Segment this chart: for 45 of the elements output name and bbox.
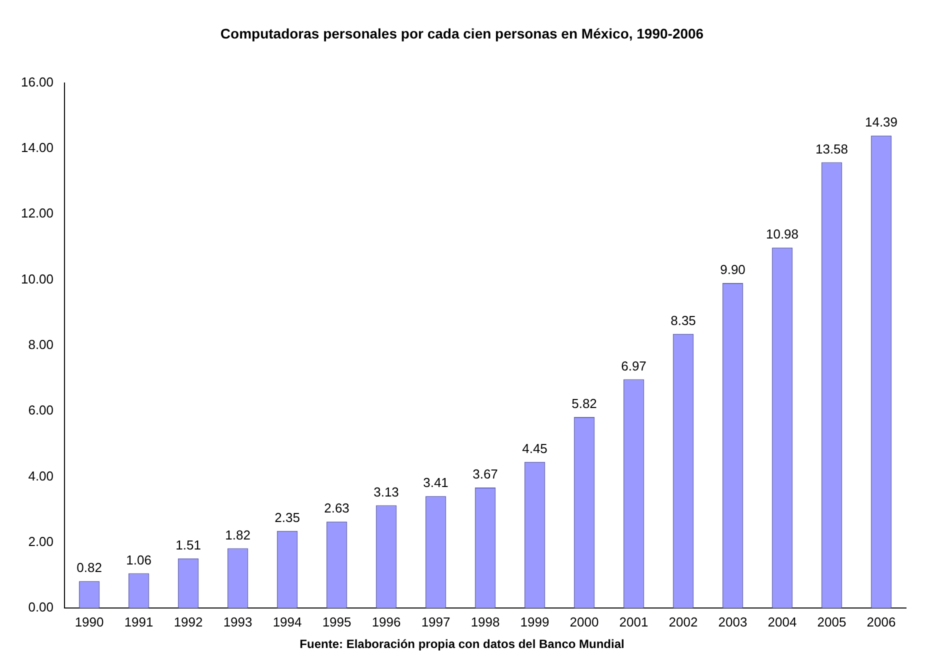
y-tick-label: 12.00: [20, 206, 54, 221]
x-tick-label: 2006: [866, 614, 896, 630]
x-tick-label: 1995: [322, 614, 352, 630]
data-label: 5.82: [572, 396, 597, 412]
x-tick-label: 1993: [223, 614, 252, 630]
y-tick-label: 2.00: [28, 534, 54, 549]
y-tick-label: 8.00: [28, 336, 54, 352]
x-tick-label: 2000: [570, 614, 599, 630]
data-label: 8.35: [670, 312, 696, 328]
data-label: 9.90: [720, 262, 746, 278]
x-tick-label: 2004: [768, 614, 797, 630]
data-label: 1.06: [126, 552, 152, 568]
data-label: 3.13: [374, 484, 399, 500]
data-label: 4.45: [522, 441, 548, 456]
x-tick-label: 1990: [74, 614, 104, 630]
data-label: 13.58: [815, 141, 848, 156]
y-tick-label: 6.00: [28, 402, 54, 418]
x-tick-label: 1999: [520, 614, 550, 630]
x-tick-label: 1994: [272, 614, 302, 630]
data-label: 6.97: [621, 358, 646, 374]
chart-title: Computadoras personales por cada cien personas en México, 1990-2006: [220, 25, 704, 42]
source-note: Fuente: Elaboración propia con datos del Banco Mundial: [300, 637, 624, 652]
x-tick-label: 1997: [421, 614, 450, 630]
data-label: 2.63: [324, 500, 350, 516]
data-label: 2.35: [274, 510, 300, 525]
x-tick-label: 2002: [668, 614, 698, 630]
data-label: 10.98: [766, 226, 799, 242]
x-tick-label: 1992: [174, 614, 203, 630]
data-label: 14.39: [864, 114, 898, 130]
y-tick-label: 14.00: [20, 140, 54, 156]
data-label: 0.82: [76, 560, 102, 576]
y-tick-label: 4.00: [28, 468, 54, 484]
x-tick-label: 2005: [817, 614, 846, 630]
y-tick-label: 16.00: [20, 74, 54, 90]
data-label: 1.51: [176, 538, 201, 553]
data-label: 3.67: [472, 466, 498, 482]
y-tick-label: 0.00: [28, 600, 54, 615]
x-tick-label: 1996: [372, 614, 401, 630]
x-tick-label: 2003: [718, 614, 748, 630]
x-tick-label: 1998: [470, 614, 500, 630]
data-label: 1.82: [225, 527, 250, 542]
x-tick-label: 2001: [619, 614, 648, 630]
y-tick-label: 10.00: [20, 271, 54, 286]
data-label: 3.41: [423, 475, 448, 490]
x-tick-label: 1991: [124, 614, 154, 630]
